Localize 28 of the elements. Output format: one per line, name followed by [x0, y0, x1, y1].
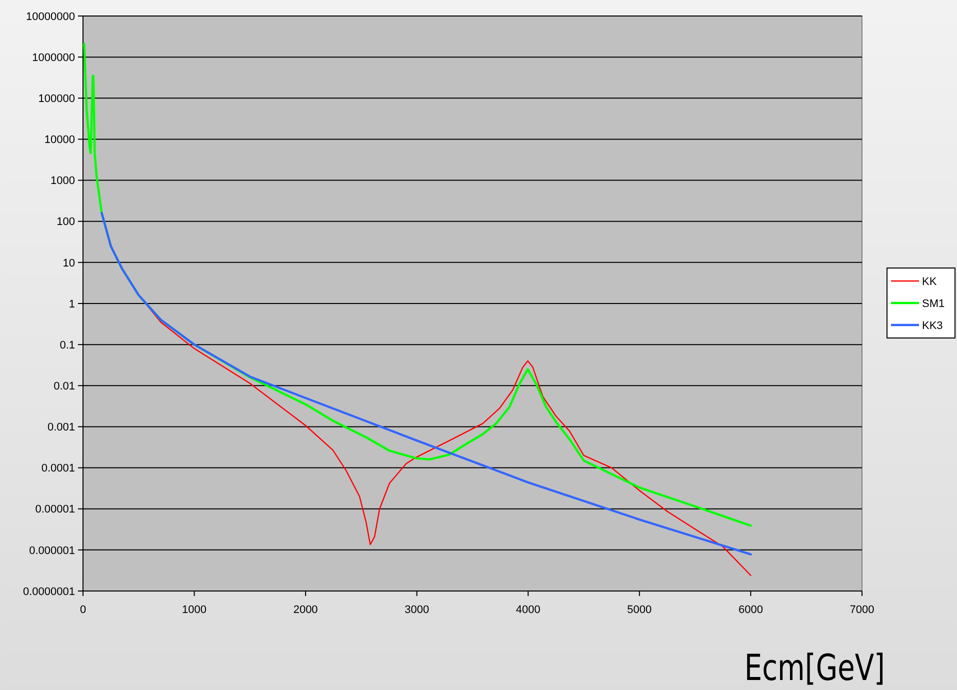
x-tick-label: 0: [80, 604, 86, 616]
x-tick-label: 6000: [738, 604, 763, 616]
y-tick-label: 0.00001: [35, 504, 75, 516]
line-series: [100, 212, 752, 556]
y-tick-label: 0.000001: [29, 544, 75, 557]
x-axis-title: Ecm[GeV]: [744, 646, 885, 689]
legend-label: SM1: [922, 298, 945, 310]
y-tick-label: 1: [68, 298, 75, 310]
y-tick-label: 1000: [50, 175, 75, 188]
legend-label: KK: [922, 276, 938, 288]
y-tick-label: 10000000: [26, 10, 75, 23]
x-tick-label: 2000: [293, 604, 318, 616]
y-tick-label: 100: [56, 216, 75, 228]
y-tick-label: 0.001: [47, 422, 75, 434]
y-tick-label: 0.0001: [41, 462, 75, 475]
y-tick-label: 1000000: [32, 52, 75, 64]
y-tick-label: 100000: [38, 92, 75, 105]
y-tick-label: 10: [62, 257, 75, 270]
legend-label: KK3: [922, 320, 943, 332]
y-tick-label: 0.01: [54, 380, 75, 392]
x-tick-label: 3000: [404, 604, 430, 616]
x-tick-label: 5000: [627, 604, 652, 616]
x-tick-label: 1000: [182, 604, 207, 616]
x-tick-label: 4000: [516, 604, 540, 616]
y-tick-label: 10000: [44, 134, 75, 146]
x-tick-label: 7000: [850, 604, 874, 616]
y-tick-label: 0.1: [60, 339, 75, 352]
y-tick-label: 0.0000001: [23, 586, 75, 598]
